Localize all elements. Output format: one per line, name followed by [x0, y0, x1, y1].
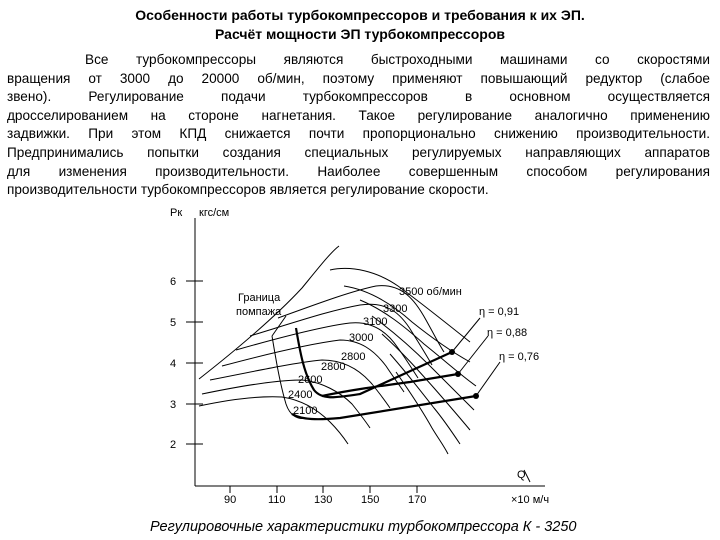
- y-axis-unit: кгс/см: [199, 207, 229, 219]
- paragraph-line: дросселированием на стороне нагнетания. …: [7, 107, 710, 123]
- speed-label: 3500 об/мин: [399, 286, 462, 298]
- paragraph-line: Предпринимались попытки создания специал…: [7, 144, 710, 160]
- speed-label: 3300: [383, 303, 407, 315]
- paragraph-line: задвижки. При этом КПД снижается почти п…: [7, 126, 710, 142]
- speed-label: 2800: [341, 351, 365, 363]
- y-tick-label: 3: [170, 399, 176, 411]
- speed-label: 3100: [363, 316, 387, 328]
- efficiency-label: η = 0,76: [499, 351, 539, 363]
- paragraph-line: вращения от 3000 до 20000 об/мин, поэтом…: [7, 70, 710, 86]
- paragraph-line: для изменения производительности. Наибол…: [7, 163, 710, 179]
- speed-label: 2800: [321, 361, 345, 373]
- speed-curve: [209, 359, 391, 409]
- x-tick-label: 170: [408, 494, 426, 506]
- speed-label: 2600: [298, 374, 322, 386]
- y-tick-label: 2: [170, 439, 176, 451]
- speed-label: 2400: [288, 389, 312, 401]
- efficiency-curve: [381, 333, 471, 431]
- operating-point: [473, 393, 479, 399]
- x-axis-unit: ×10 м/ч: [511, 494, 549, 506]
- x-axis-label: Q: [517, 469, 526, 481]
- leader-line: [457, 335, 489, 375]
- paragraph-line: звено). Регулирование подачи турбокомпре…: [7, 89, 710, 105]
- speed-curve: [277, 285, 445, 353]
- y-tick-label: 4: [170, 358, 176, 370]
- y-tick-label: 6: [170, 276, 176, 288]
- x-tick-label: 130: [314, 494, 332, 506]
- q-arrow-line: [523, 469, 531, 483]
- speed-curve: [235, 322, 419, 379]
- x-tick-label: 150: [361, 494, 379, 506]
- speed-label: 3000: [349, 332, 373, 344]
- efficiency-label: η = 0,88: [487, 327, 527, 339]
- efficiency-curve: [389, 353, 461, 445]
- y-tick-label: 5: [170, 317, 176, 329]
- speed-curve: [201, 379, 371, 429]
- surge-label-line-1: Граница: [238, 292, 281, 304]
- body-paragraph: Все турбокомпрессоры являются быстроходн…: [7, 51, 710, 200]
- paragraph-line: Все турбокомпрессоры являются быстроходн…: [85, 52, 710, 67]
- efficiency-curve: [329, 267, 471, 343]
- x-tick-label: 90: [224, 494, 236, 506]
- speed-curve: [198, 396, 349, 445]
- speed-curve: [221, 339, 405, 393]
- y-axis-label: Рк: [170, 207, 182, 219]
- regulation-line-076: [291, 394, 477, 421]
- surge-label-line-2: помпажа: [236, 306, 282, 318]
- x-tick-label: 110: [268, 494, 286, 506]
- speed-label: 2100: [293, 405, 317, 417]
- regulation-line-091: [294, 327, 453, 399]
- efficiency-curve: [395, 371, 449, 455]
- efficiency-label: η = 0,91: [479, 306, 519, 318]
- paragraph-line: производительности турбокомпрессоров явл…: [7, 182, 489, 198]
- operating-point: [449, 349, 455, 355]
- speed-curve: [249, 303, 433, 366]
- page-title-line-1: Особенности работы турбокомпрессоров и т…: [135, 7, 585, 23]
- leader-line: [475, 361, 501, 397]
- efficiency-curve: [359, 299, 477, 387]
- efficiency-curve-076: [198, 245, 340, 380]
- leader-line: [271, 315, 287, 337]
- operating-point: [455, 371, 461, 377]
- leader-line: [451, 317, 481, 353]
- regulation-line-088: [321, 372, 459, 398]
- page-title-line-2: Расчёт мощности ЭП турбокомпрессоров: [215, 26, 505, 42]
- figure-caption: Регулировочные характеристики турбокомпр…: [150, 519, 577, 535]
